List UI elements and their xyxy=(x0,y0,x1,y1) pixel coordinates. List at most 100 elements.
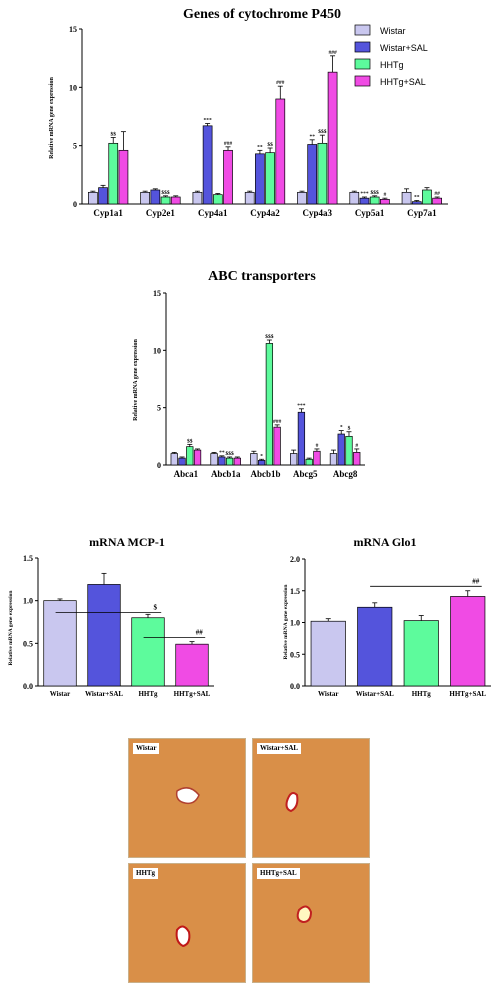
glo1-title: mRNA Glo1 xyxy=(354,535,417,549)
cyp450-bar xyxy=(327,71,338,205)
micrograph-label-wistar: Wistar xyxy=(133,743,160,754)
glo1-bar xyxy=(403,620,439,687)
cyp450-bar xyxy=(170,196,181,205)
mcp1-bar xyxy=(43,600,77,687)
cyp450-bar xyxy=(98,187,108,205)
cyp450-bar xyxy=(160,196,171,205)
cyp450-significance-mark: ### xyxy=(328,50,337,56)
abc-significance-mark: # xyxy=(316,443,319,449)
mcp1-category-label: HHTg xyxy=(138,690,158,698)
abc-y-label: Relative mRNA gene expression xyxy=(133,338,139,420)
cyp450-bar xyxy=(212,194,223,205)
glo1-bar xyxy=(450,596,486,687)
cyp450-category-label: Cyp5a1 xyxy=(355,208,385,218)
cyp450-bar xyxy=(192,191,203,205)
cyp450-title: Genes of cytochrome P450 xyxy=(183,7,341,22)
cyp450-category-label: Cyp2e1 xyxy=(146,208,175,218)
abc-bar xyxy=(170,453,178,466)
cyp450-bar xyxy=(223,149,233,205)
mcp1-y-tick-label: 0.5 xyxy=(23,639,33,648)
abc-bar xyxy=(218,456,226,466)
cyp450-bar xyxy=(432,197,442,205)
abc-bar xyxy=(193,449,202,466)
glo1-y-tick-label: 0.0 xyxy=(290,682,300,691)
abc-bar xyxy=(250,453,258,466)
cyp450-significance-mark: *** xyxy=(203,118,212,124)
abc-bar xyxy=(178,457,186,466)
cyp450-bar xyxy=(265,152,275,205)
legend-label: Wistar+SAL xyxy=(380,43,428,53)
mcp1-category-label: HHTg+SAL xyxy=(174,690,211,698)
abc-y-tick-label: 5 xyxy=(157,404,161,413)
abc-bar xyxy=(290,453,298,466)
cyp450-y-tick-label: 10 xyxy=(69,83,77,92)
cyp450-significance-mark: $$$ xyxy=(318,128,327,135)
abc-significance-mark: ** xyxy=(219,450,225,456)
cyp450-significance-mark: # xyxy=(383,192,386,198)
abc-bar xyxy=(257,460,266,466)
cyp450-bar xyxy=(297,191,307,205)
micrograph-label-wistar-sal: Wistar+SAL xyxy=(257,743,302,754)
mcp1-y-label: Relative mRNA gene expression xyxy=(8,591,14,666)
cyp450-bar xyxy=(380,198,390,205)
abc-title: ABC transporters xyxy=(208,269,316,284)
cyp450-bar xyxy=(411,201,422,205)
abc-bar xyxy=(353,452,361,466)
cyp450-category-label: Cyp4a1 xyxy=(198,208,228,218)
mcp1-y-tick-label: 1.5 xyxy=(23,554,33,563)
cyp450-significance-mark: ### xyxy=(276,80,285,86)
legend-swatch xyxy=(354,41,371,53)
abc-significance-mark: ### xyxy=(273,419,282,425)
mcp1-y-tick-label: 1.0 xyxy=(23,597,33,606)
cyp450-bar xyxy=(255,153,265,205)
glo1-bar xyxy=(357,606,393,687)
cyp450-significance-mark: ** xyxy=(309,134,315,140)
micrograph-hhtg-sal: HHTg+SAL xyxy=(252,863,370,983)
glo1-y-tick-label: 2.0 xyxy=(290,555,300,564)
cyp450-significance-mark: $$ xyxy=(267,141,273,148)
cyp450-bar xyxy=(401,191,412,205)
glo1-bar xyxy=(310,620,346,687)
abc-category-label: Abca1 xyxy=(174,469,199,479)
cyp450-bar xyxy=(88,191,98,205)
cyp450-significance-mark: ### xyxy=(224,141,233,147)
mcp1-y-tick-label: 0.0 xyxy=(23,682,33,691)
abc-significance-mark: # xyxy=(355,443,358,449)
glo1-category-label: HHTg+SAL xyxy=(449,690,486,698)
micrograph-hhtg: HHTg xyxy=(128,863,246,983)
cyp450-y-label: Relative mRNA gene expression xyxy=(49,76,55,158)
cyp450-category-label: Cyp7a1 xyxy=(407,208,437,218)
glo1-y-tick-label: 1.5 xyxy=(290,587,300,596)
cyp450-bar xyxy=(202,125,213,205)
cyp450-y-tick-label: 15 xyxy=(69,25,77,34)
abc-significance-mark: * xyxy=(260,453,263,459)
abc-bar xyxy=(210,453,218,466)
legend-swatch xyxy=(354,58,371,70)
legend-label: HHTg+SAL xyxy=(380,77,426,87)
cyp450-significance-mark: ** xyxy=(414,195,420,201)
cyp450-category-label: Cyp4a2 xyxy=(250,208,280,218)
abc-y-tick-label: 15 xyxy=(153,289,161,298)
cyp450-significance-mark: ** xyxy=(257,144,263,150)
abc-category-label: Abcb1b xyxy=(250,469,280,479)
glo1-y-tick-label: 0.5 xyxy=(290,650,300,659)
glo1-category-label: Wistar+SAL xyxy=(356,690,394,698)
cyp450-significance-mark: $$$ xyxy=(371,189,380,196)
abc-bar xyxy=(345,435,353,466)
legend-label: HHTg xyxy=(380,60,404,70)
cyp450-bar xyxy=(140,191,150,205)
abc-y-tick-label: 0 xyxy=(157,461,161,470)
abc-category-label: Abcg5 xyxy=(293,469,318,479)
cyp450-category-label: Cyp4a3 xyxy=(303,208,333,218)
abc-significance-mark: $$ xyxy=(187,437,193,444)
abc-y-tick-label: 10 xyxy=(153,346,161,355)
cyp450-bar xyxy=(359,197,370,205)
abc-significance-mark: * xyxy=(340,425,343,431)
abc-bar xyxy=(297,411,306,466)
abc-bar xyxy=(233,457,241,466)
cyp450-bar xyxy=(150,189,161,205)
cyp450-bar xyxy=(369,196,380,205)
cyp450-bar xyxy=(108,142,119,205)
cyp450-category-label: Cyp1a1 xyxy=(93,208,123,218)
